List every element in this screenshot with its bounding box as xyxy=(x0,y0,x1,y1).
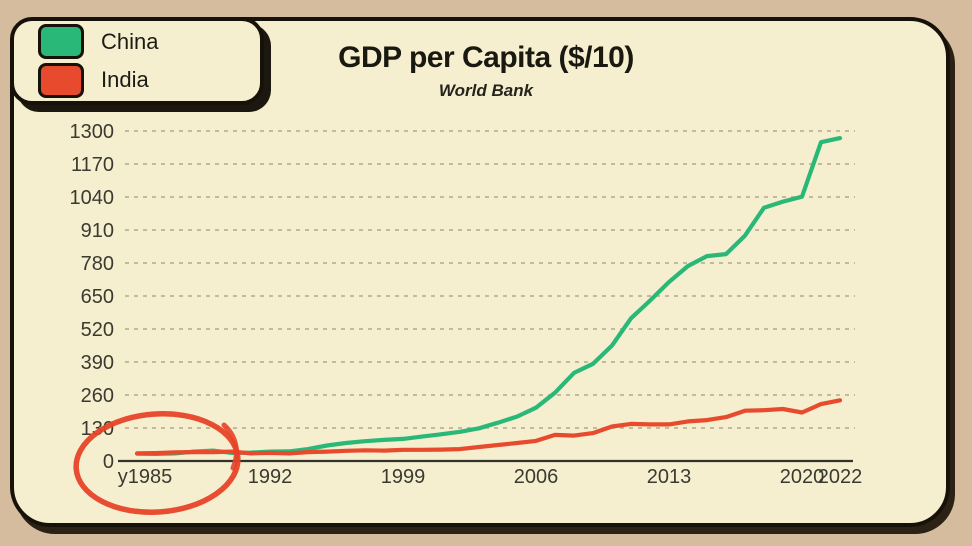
y-tick-label: 130 xyxy=(81,418,114,440)
y-tick-label: 650 xyxy=(81,286,114,308)
x-tick-label: 2006 xyxy=(514,466,559,488)
india-line xyxy=(134,398,843,456)
china-color-swatch xyxy=(38,24,84,60)
legend-item-india: India xyxy=(38,62,260,98)
legend-label-india: India xyxy=(101,67,149,93)
x-tick-label: 2022 xyxy=(818,466,863,488)
x-tick-label: 2013 xyxy=(647,466,692,488)
y-tick-label: 520 xyxy=(81,319,114,341)
y-tick-label: 390 xyxy=(81,352,114,374)
x-tick-label: 1992 xyxy=(248,466,293,488)
legend-item-china: China xyxy=(38,24,260,60)
x-tick-label: 2020 xyxy=(780,466,825,488)
y-tick-label: 910 xyxy=(81,220,114,242)
hand-drawn-circle-overlap-stroke xyxy=(221,422,239,471)
legend: China India xyxy=(10,17,264,105)
y-tick-label: 1170 xyxy=(71,154,114,176)
india-color-swatch xyxy=(38,62,84,98)
y-tick-label: 260 xyxy=(81,385,114,407)
y-tick-label: 1040 xyxy=(70,187,115,209)
y-tick-label: 780 xyxy=(81,253,114,275)
y-tick-label: 1300 xyxy=(70,121,115,143)
x-tick-label: y1985 xyxy=(118,466,173,488)
x-tick-label: 1999 xyxy=(381,466,426,488)
legend-label-china: China xyxy=(101,28,159,54)
y-tick-label: 0 xyxy=(103,451,114,473)
